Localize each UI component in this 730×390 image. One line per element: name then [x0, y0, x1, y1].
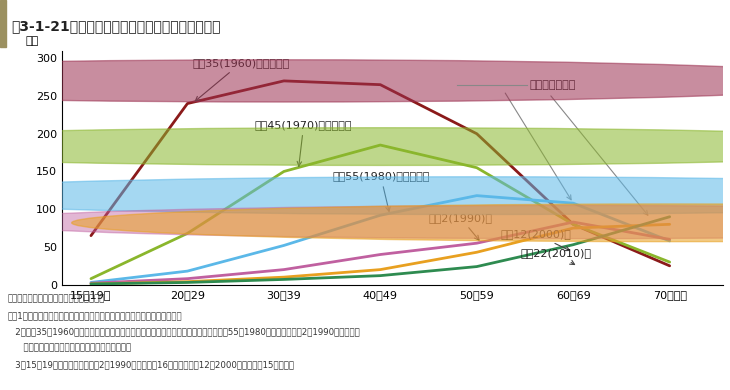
Text: 昭和35(1960)年（推計）: 昭和35(1960)年（推計） [192, 58, 290, 101]
Text: 家と販売農家の比率（年齢階層別）から推計。: 家と販売農家の比率（年齢階層別）から推計。 [7, 344, 131, 353]
Ellipse shape [0, 60, 730, 102]
Text: 昭和45(1970)年（推計）: 昭和45(1970)年（推計） [255, 120, 353, 166]
Ellipse shape [0, 206, 730, 239]
Ellipse shape [0, 177, 730, 215]
Text: 注：1）農林水産省「農林業センサス」、総務省「国勢調査」により作成。: 注：1）農林水産省「農林業センサス」、総務省「国勢調査」により作成。 [7, 311, 182, 320]
Y-axis label: 万人: 万人 [26, 36, 39, 46]
Text: 平成22(2010)年: 平成22(2010)年 [520, 248, 591, 264]
Text: 3）15～19歳については、平成2（1990）年までは16歳以上、平成12（2000）年以降は15歳以上。: 3）15～19歳については、平成2（1990）年までは16歳以上、平成12（20… [7, 360, 294, 369]
Text: 2）昭和35（1960）年は農業就業者数（国勢調査）の年齢構成から推計。また、昭和55（1980）以前は、平成2（1990）年の総農: 2）昭和35（1960）年は農業就業者数（国勢調査）の年齢構成から推計。また、昭… [7, 327, 360, 336]
Text: 資料：農林水産省「農業経営構造の変化」: 資料：農林水産省「農業経営構造の変化」 [7, 294, 104, 303]
Bar [0, 0, 6, 47]
Text: 図3-1-21　年齢階層別基幹的農業従事者数の推移: 図3-1-21 年齢階層別基幹的農業従事者数の推移 [11, 19, 220, 33]
Text: 昭和一けた世代: 昭和一けた世代 [530, 80, 576, 90]
Ellipse shape [72, 204, 730, 242]
Text: 昭和55(1980)年（推計）: 昭和55(1980)年（推計） [332, 171, 429, 211]
Text: 平成12(2000)年: 平成12(2000)年 [501, 229, 572, 250]
Ellipse shape [0, 128, 730, 165]
Text: 平成2(1990)年: 平成2(1990)年 [429, 213, 493, 240]
